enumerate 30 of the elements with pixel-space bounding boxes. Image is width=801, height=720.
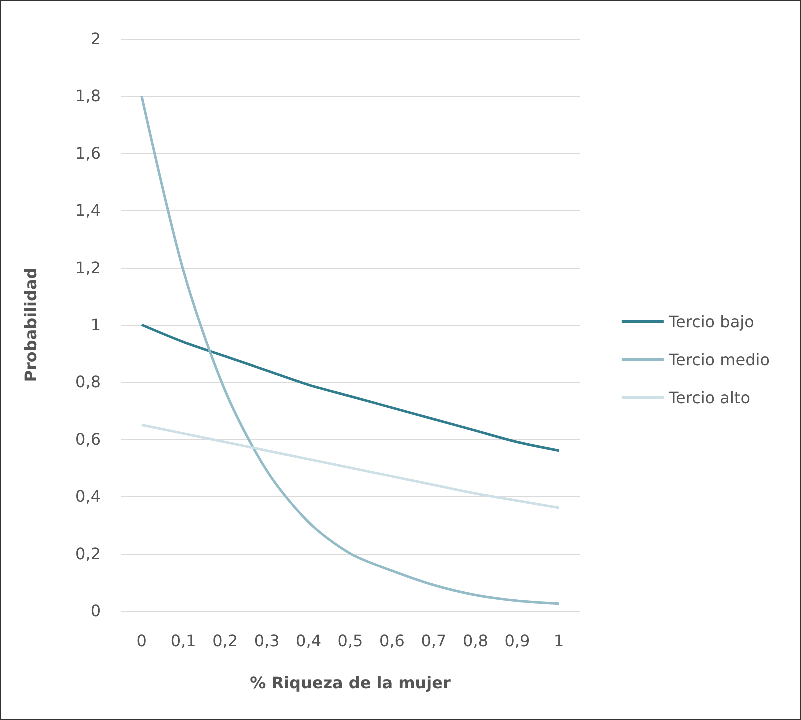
x-tick-label: 0,9 [504, 632, 530, 650]
y-tick-label: 1,8 [76, 86, 101, 106]
y-tick-label: 0,2 [76, 544, 101, 564]
x-tick-label: 0 [136, 632, 147, 650]
y-tick-label: 1 [90, 316, 101, 334]
y-tick-label: 1,4 [76, 201, 101, 220]
y-tick-label: 1,2 [76, 258, 101, 278]
line-series [140, 424, 560, 510]
x-tick-label: 1 [554, 632, 564, 650]
legend-label: Tercio medio [668, 350, 770, 370]
x-axis-title: % Riqueza de la mujer [250, 674, 452, 692]
x-tick-label: 0,5 [338, 632, 364, 650]
y-tick-label: 0,4 [76, 487, 101, 506]
y-axis-title: Probabilidad [22, 268, 40, 382]
y-tick-label: 1,6 [76, 144, 101, 163]
x-tick-label: 0,2 [212, 632, 238, 650]
x-tick-label: 0,7 [421, 632, 447, 650]
x-tick-label: 0,6 [380, 632, 405, 650]
y-tick-label: 2 [90, 30, 101, 48]
line-series [140, 94, 560, 606]
x-tick-label: 0,3 [254, 632, 280, 650]
x-tick-label: 0,4 [296, 632, 322, 650]
x-tick-label: 0,8 [462, 632, 488, 650]
y-tick-label: 0,6 [76, 430, 101, 449]
y-tick-label: 0,8 [76, 372, 101, 392]
legend-label: Tercio alto [668, 388, 750, 408]
legend-label: Tercio bajo [668, 312, 754, 332]
x-tick-label: 0,1 [170, 632, 196, 650]
line-series [140, 324, 560, 452]
y-tick-label: 0 [90, 602, 101, 620]
